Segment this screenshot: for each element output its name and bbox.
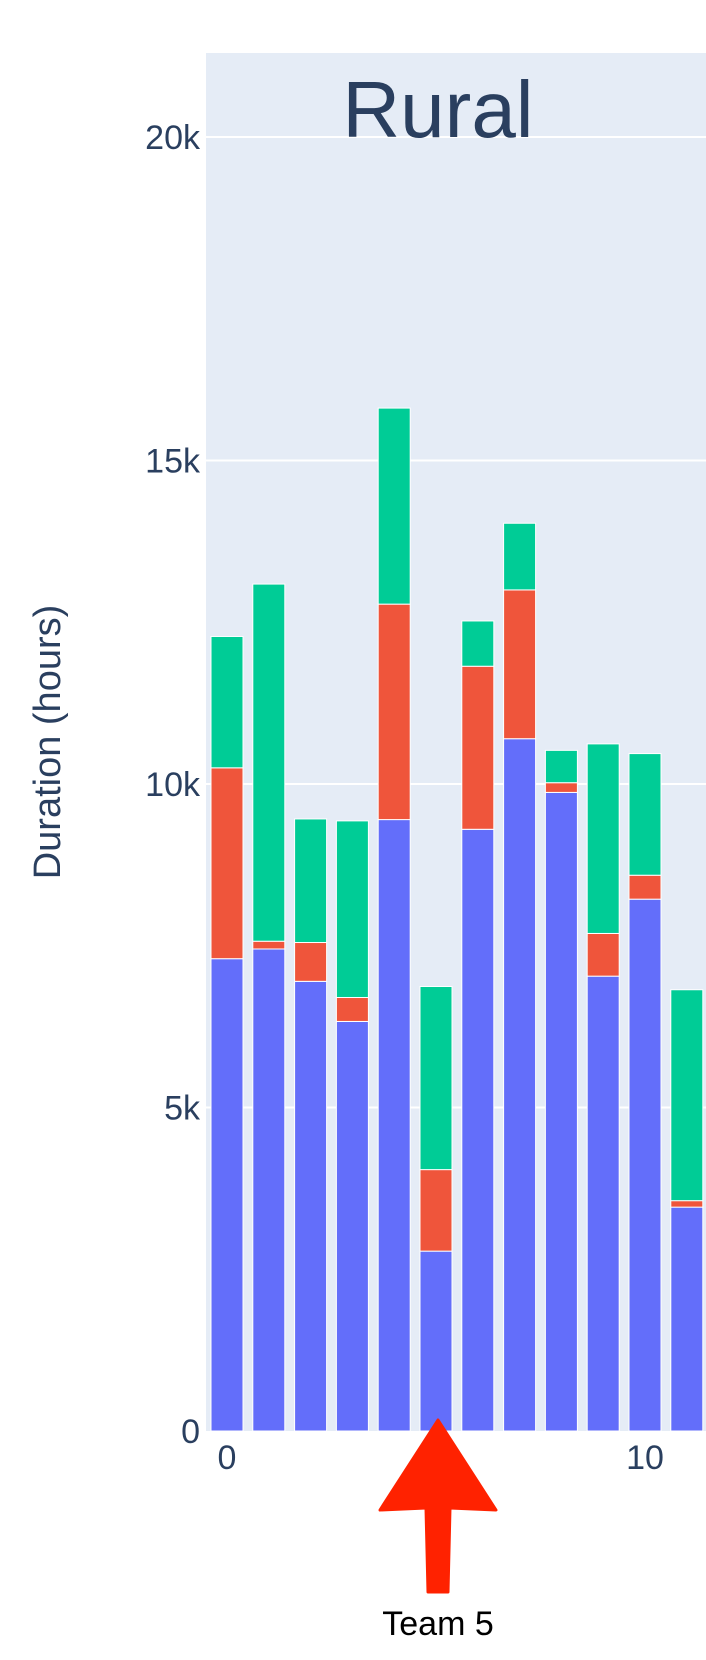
bar-segment bbox=[544, 749, 578, 784]
bar-segment bbox=[586, 932, 620, 977]
y-tick-label: 10k bbox=[145, 766, 201, 804]
bar-segment bbox=[544, 791, 578, 1432]
bar-segment bbox=[628, 753, 662, 876]
bar-segment bbox=[628, 898, 662, 1432]
bar-segment bbox=[419, 1169, 453, 1252]
bar-segment bbox=[252, 940, 286, 950]
chart-title: Rural bbox=[342, 65, 533, 154]
bar-segment bbox=[586, 975, 620, 1432]
bar-segment bbox=[503, 738, 537, 1432]
y-tick-label: 20k bbox=[145, 119, 201, 157]
bar-segment bbox=[419, 1250, 453, 1432]
bar-segment bbox=[335, 820, 369, 999]
bar-segment bbox=[461, 665, 495, 830]
y-tick-label: 15k bbox=[145, 443, 201, 481]
y-axis-label: Duration (hours) bbox=[27, 605, 69, 880]
bar-segment bbox=[586, 743, 620, 934]
bar-segment bbox=[461, 620, 495, 667]
x-tick-label: 0 bbox=[218, 1439, 237, 1477]
bar-segment bbox=[210, 958, 244, 1432]
bar-segment bbox=[670, 989, 704, 1202]
arrow-up-icon bbox=[378, 1418, 498, 1594]
bar-segment bbox=[335, 1020, 369, 1432]
bar-segment bbox=[377, 407, 411, 605]
y-tick-label: 5k bbox=[164, 1090, 201, 1128]
bar-segment bbox=[419, 986, 453, 1171]
bar-segment bbox=[210, 635, 244, 769]
x-tick-label: 10 bbox=[626, 1439, 664, 1477]
bar-segment bbox=[377, 603, 411, 821]
plot-background bbox=[206, 53, 706, 1431]
y-axis-ticks: 0 5k 10k 15k 20k bbox=[145, 119, 201, 1451]
bar-stacks bbox=[210, 407, 704, 1432]
annotation-label: Team 5 bbox=[382, 1605, 494, 1643]
bar-segment bbox=[670, 1206, 704, 1432]
bar-segment bbox=[210, 767, 244, 960]
bar-segment bbox=[503, 589, 537, 740]
x-axis-ticks: 0 10 bbox=[218, 1439, 664, 1477]
bar-segment bbox=[377, 819, 411, 1432]
bar-segment bbox=[294, 942, 328, 982]
gridlines bbox=[206, 136, 706, 1109]
team-annotation: Team 5 bbox=[378, 1418, 498, 1643]
bar-segment bbox=[503, 522, 537, 591]
bar-segment bbox=[670, 1200, 704, 1208]
bar-segment bbox=[294, 818, 328, 944]
bar-segment bbox=[335, 997, 369, 1022]
bar-segment bbox=[252, 948, 286, 1432]
bar-segment bbox=[294, 980, 328, 1432]
bar-segment bbox=[544, 782, 578, 793]
y-tick-label: 0 bbox=[181, 1413, 200, 1451]
bar-segment bbox=[628, 874, 662, 900]
bar-segment bbox=[252, 583, 286, 942]
bar-segment bbox=[461, 828, 495, 1432]
